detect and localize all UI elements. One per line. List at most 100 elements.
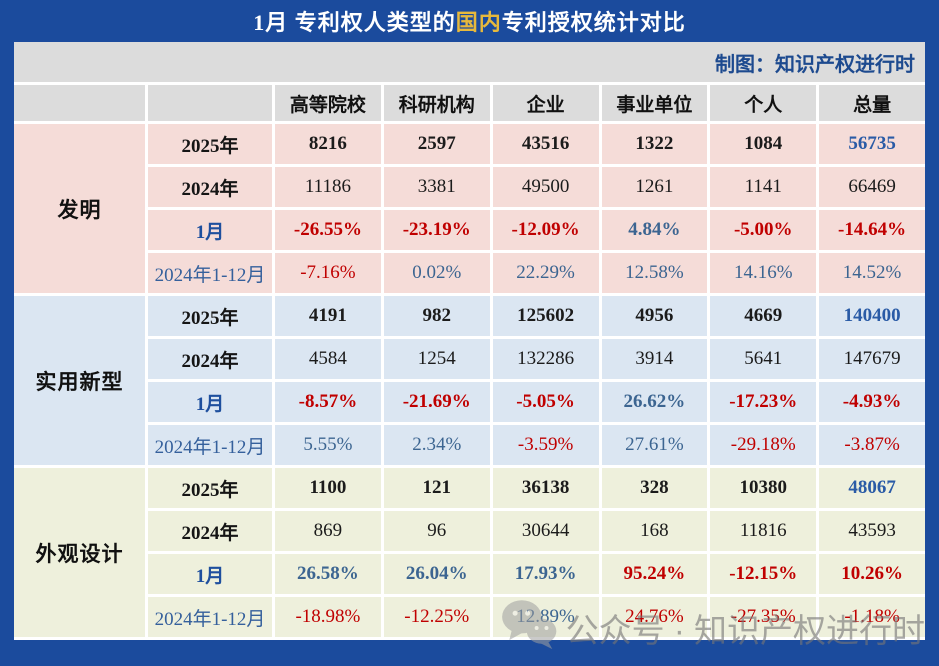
table-cell: -3.87% bbox=[819, 425, 925, 465]
cell-value: 96 bbox=[427, 520, 447, 541]
cell-value: 8216 bbox=[308, 133, 347, 154]
cell-value: 1254 bbox=[417, 348, 456, 369]
table-cell: 56735 bbox=[819, 124, 925, 164]
table-cell: -23.19% bbox=[383, 210, 490, 250]
cell-value: 982 bbox=[422, 305, 451, 326]
cell-value: 5641 bbox=[744, 348, 783, 369]
cell-value: 132286 bbox=[517, 348, 575, 369]
table-cell: 36138 bbox=[492, 468, 599, 508]
section-design: 外观设计 2025年 1100 121 36138 328 10380 4806… bbox=[14, 468, 925, 637]
table-cell: 1254 bbox=[383, 339, 490, 379]
table-cell: 43593 bbox=[819, 511, 925, 551]
cell-value: 36138 bbox=[521, 477, 570, 498]
table-cell: 0.02% bbox=[383, 253, 490, 293]
row-label-text: 2024年1-12月 bbox=[154, 436, 266, 458]
table-cell: 26.58% bbox=[275, 554, 381, 594]
table-cell: 168 bbox=[601, 511, 708, 551]
table-cell: 1084 bbox=[710, 124, 817, 164]
cell-value: -18.98% bbox=[295, 606, 361, 627]
cell-value: -3.59% bbox=[517, 434, 574, 455]
header-cell: 企业 bbox=[492, 85, 599, 121]
table-cell: 5.55% bbox=[275, 425, 381, 465]
header-cell: 高等院校 bbox=[275, 85, 381, 121]
cell-value: 4669 bbox=[744, 305, 783, 326]
cell-value: -5.05% bbox=[516, 391, 575, 412]
row-label-text: 1月 bbox=[195, 565, 225, 587]
table-cell: -18.98% bbox=[275, 597, 381, 637]
table-cell: -8.57% bbox=[275, 382, 381, 422]
cell-value: 4191 bbox=[308, 305, 347, 326]
table-cell: 4956 bbox=[601, 296, 708, 336]
table-cell: 10.26% bbox=[819, 554, 925, 594]
row-label: 2024年 bbox=[148, 339, 272, 379]
cell-value: -21.69% bbox=[402, 391, 471, 412]
table-cell: 1322 bbox=[601, 124, 708, 164]
cell-value: 12.58% bbox=[625, 262, 684, 283]
table-cell: 1100 bbox=[275, 468, 381, 508]
cell-value: -4.93% bbox=[842, 391, 902, 412]
table-cell: 8216 bbox=[275, 124, 381, 164]
cell-value: -17.23% bbox=[729, 391, 798, 412]
page-title: 1月 专利权人类型的国内专利授权统计对比 bbox=[253, 5, 686, 37]
row-label: 2025年 bbox=[148, 296, 272, 336]
table-cell: 11186 bbox=[275, 167, 381, 207]
table-cell: 3914 bbox=[601, 339, 708, 379]
cell-value: 1261 bbox=[635, 176, 674, 197]
row-label: 2024年1-12月 bbox=[148, 597, 272, 637]
cell-value: 48067 bbox=[848, 477, 896, 498]
cell-value: 1084 bbox=[744, 133, 783, 154]
header-cell: 个人 bbox=[710, 85, 817, 121]
table-cell: 14.52% bbox=[819, 253, 925, 293]
header-cell: 科研机构 bbox=[383, 85, 490, 121]
row-label: 2024年1-12月 bbox=[148, 425, 272, 465]
cell-value: -27.35% bbox=[730, 606, 796, 627]
table-cell: 96 bbox=[383, 511, 490, 551]
cell-value: 147679 bbox=[843, 348, 901, 369]
row-label-text: 1月 bbox=[195, 393, 225, 415]
table-cell: 869 bbox=[275, 511, 381, 551]
header-cell-text: 个人 bbox=[744, 94, 783, 116]
cell-value: -29.18% bbox=[730, 434, 796, 455]
title-suffix: 专利授权统计对比 bbox=[501, 10, 686, 35]
cell-value: 49500 bbox=[521, 176, 570, 197]
table-cell: -3.59% bbox=[492, 425, 599, 465]
table-cell: 48067 bbox=[819, 468, 925, 508]
row-label-text: 2025年 bbox=[181, 307, 239, 329]
cell-value: 10.26% bbox=[841, 563, 903, 584]
cell-value: 168 bbox=[640, 520, 669, 541]
cell-value: 43593 bbox=[848, 520, 896, 541]
cell-value: -1.18% bbox=[844, 606, 900, 627]
cell-value: -8.57% bbox=[298, 391, 358, 412]
table-cell: 140400 bbox=[819, 296, 925, 336]
row-label: 2024年1-12月 bbox=[148, 253, 272, 293]
row-label-text: 2024年 bbox=[181, 522, 239, 544]
row-group-label: 外观设计 bbox=[14, 468, 145, 637]
cell-value: -14.64% bbox=[838, 219, 907, 240]
cell-value: 2.34% bbox=[412, 434, 462, 455]
cell-value: -12.15% bbox=[729, 563, 798, 584]
table-cell: 95.24% bbox=[601, 554, 708, 594]
section-utility-model: 实用新型 2025年 4191 982 125602 4956 4669 140… bbox=[14, 296, 925, 465]
cell-value: 869 bbox=[313, 520, 343, 541]
table-cell: -5.05% bbox=[492, 382, 599, 422]
table-cell: -4.93% bbox=[819, 382, 925, 422]
row-label-text: 1月 bbox=[195, 221, 225, 243]
table-cell: 26.62% bbox=[601, 382, 708, 422]
cell-value: -26.55% bbox=[293, 219, 362, 240]
table-cell: 4669 bbox=[710, 296, 817, 336]
cell-value: 4.84% bbox=[628, 219, 681, 240]
cell-value: 22.29% bbox=[516, 262, 575, 283]
cell-value: 43516 bbox=[521, 133, 570, 154]
table-cell: 121 bbox=[383, 468, 490, 508]
table-cell: -5.00% bbox=[710, 210, 817, 250]
table-cell: 12.58% bbox=[601, 253, 708, 293]
row-group-label: 实用新型 bbox=[14, 296, 145, 465]
cell-value: 328 bbox=[640, 477, 669, 498]
table-cell: 14.16% bbox=[710, 253, 817, 293]
cell-value: 66469 bbox=[848, 176, 896, 197]
cell-value: 125602 bbox=[517, 305, 575, 326]
table-cell: 2597 bbox=[383, 124, 490, 164]
cell-value: 1141 bbox=[744, 176, 782, 197]
table-cell: 26.04% bbox=[383, 554, 490, 594]
